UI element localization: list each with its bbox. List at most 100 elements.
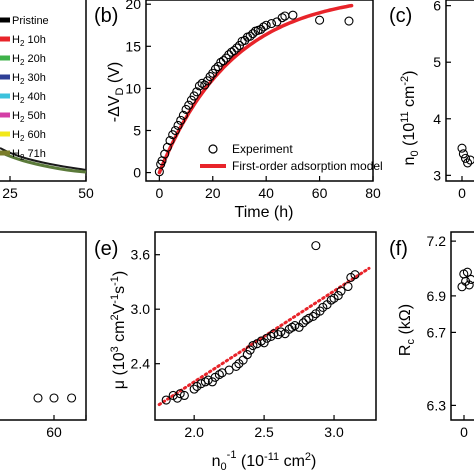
panel-f-data-point [462, 267, 472, 277]
panel-b-data-point [288, 10, 298, 20]
panel-e-data-point [350, 270, 360, 280]
panel-b-data-point [280, 11, 290, 21]
panel-e-data-point [269, 329, 279, 339]
panel-e-x-tick-label-1: 2.5 [254, 424, 274, 440]
panel-c-data-point [460, 153, 471, 163]
panel-e-data-point [224, 365, 234, 375]
panel-b-data-point [277, 13, 287, 23]
panel-c-axes [445, 0, 474, 182]
panel-e-fit-line [157, 266, 371, 407]
panel-e-data-point [311, 241, 321, 251]
panel-e-data-point [179, 390, 189, 401]
panel-b-axes [145, 0, 374, 182]
panel-f-y-tick-label-0: 6.3 [427, 397, 447, 413]
panel-b-points [154, 10, 354, 177]
panel-a-axes [0, 0, 87, 182]
panel-b-data-point [184, 100, 194, 110]
panel-d-axes [0, 231, 87, 421]
panel-e-data-point [301, 315, 311, 325]
panel-e-data-point [245, 345, 255, 355]
panel-b-data-point [170, 125, 180, 136]
panel-b-data-point [178, 110, 188, 120]
panel-b-x-tick-label-4: 80 [365, 185, 381, 201]
panel-f: (f) Rc (kΩ) 6.3 6.7 6.9 7.2 0 [389, 231, 474, 440]
legend-a-label-5: H2 50h [12, 110, 46, 124]
panel-e-data-point [276, 327, 286, 337]
panel-a: Pristine H2 10h H2 20h H2 30h H2 40h H2 50h H2… [0, 0, 94, 201]
panel-c-y-tick-label-1: 4 [433, 111, 441, 127]
panel-b-x-tick-label-3: 60 [312, 185, 328, 201]
panel-e-data-point [290, 320, 300, 331]
panel-b-data-point [266, 19, 277, 29]
panel-d-data-point [67, 393, 77, 403]
panel-f-label: (f) [389, 238, 408, 260]
panel-c-points [457, 143, 474, 168]
panel-e-data-point [189, 384, 199, 394]
panel-c-data-point [463, 158, 473, 168]
panel-e-y-axis-label: μ (103 cm2V-1s-1) [109, 271, 128, 389]
panel-a-x-ticks: 25 50 [2, 176, 94, 201]
panel-e-data-point [336, 286, 346, 296]
panel-b-data-point [210, 64, 220, 74]
panel-b-y-tick-label-2: 10 [125, 80, 141, 96]
panel-b-ticks: 0 20 40 60 80 0 5 10 15 20 [125, 0, 381, 201]
legend-a-label-7: H2 71h [12, 148, 46, 162]
panel-e-label: (e) [94, 238, 118, 260]
panel-f-y-tick-label-3: 7.2 [427, 233, 447, 249]
panel-e-points [161, 241, 360, 405]
panel-e-data-point [248, 340, 258, 351]
panel-b-data-point [261, 20, 271, 30]
panel-e-data-point [207, 377, 217, 387]
panel-f-y-tick-label-2: 6.9 [427, 288, 447, 304]
panel-b-y-tick-label-0: 0 [133, 165, 141, 181]
panel-e-data-point [256, 336, 266, 346]
panel-e-data-point [273, 330, 283, 340]
legend-experiment-label: Experiment [232, 142, 293, 156]
panel-c-data-point [457, 143, 467, 153]
panel-a-legend: Pristine H2 10h H2 20h H2 30h H2 40h H2 50h H2… [0, 15, 49, 162]
panel-a-x-tick-label-1: 50 [78, 185, 94, 201]
panel-e-axes [154, 231, 377, 421]
panel-b-data-point [218, 56, 228, 66]
panel-e-y-tick-label-0: 2.4 [131, 356, 151, 372]
panel-d-data-point [33, 393, 43, 403]
panel-b-data-point [197, 78, 207, 88]
panel-e-y-tick-label-2: 3.6 [131, 247, 151, 263]
legend-a-label-1: H2 10h [12, 34, 46, 48]
panel-b-data-point [315, 15, 325, 25]
panel-e-data-point [242, 350, 252, 360]
panel-b-x-tick-label-0: 0 [155, 185, 163, 201]
panel-e-data-point [298, 318, 308, 328]
panel-e-x-tick-label-0: 2.0 [184, 424, 204, 440]
panel-b-y-tick-label-3: 15 [125, 38, 141, 54]
panel-e-data-point [343, 281, 353, 292]
panel-f-axes [450, 231, 474, 421]
legend-experiment-marker [208, 144, 218, 154]
panel-e-data-point [287, 322, 297, 332]
panel-f-points [457, 267, 474, 292]
panel-b-data-point [192, 87, 202, 97]
panel-b-data-point [272, 17, 282, 27]
panel-c-label: (c) [389, 5, 412, 27]
panel-b-data-point [344, 16, 354, 26]
panel-e-data-point [196, 379, 206, 389]
panel-e-data-point [333, 291, 343, 301]
panel-f-data-point [464, 280, 474, 290]
panel-e-data-point [266, 331, 276, 341]
panel-e-data-point [200, 377, 210, 387]
panel-f-y-tick-label-1: 6.7 [427, 324, 447, 340]
panel-e-ticks: 2.0 2.5 3.0 2.4 3.0 3.6 [131, 247, 344, 440]
panel-c-x-tick-label-0: 0 [458, 185, 466, 201]
panel-b-label: (b) [94, 5, 118, 27]
panel-e-data-point [161, 395, 171, 405]
panel-f-x-tick-label-0: 0 [460, 424, 468, 440]
panel-b-x-tick-label-1: 20 [205, 185, 221, 201]
panel-b-y-tick-label-1: 5 [133, 122, 141, 138]
legend-a-label-6: H2 60h [12, 129, 46, 143]
panel-b-x-tick-label-2: 40 [258, 185, 274, 201]
panel-c-y-axis-label: n0 (1011 cm-2) [399, 71, 421, 166]
panel-b: (b) Time (h) -ΔVD (V) 0 20 40 60 8005101520 … [94, 0, 383, 221]
panel-b-y-tick-label-4: 20 [125, 0, 141, 12]
panel-d-points [33, 393, 77, 403]
panel-d-ticks: 60 [46, 415, 87, 440]
